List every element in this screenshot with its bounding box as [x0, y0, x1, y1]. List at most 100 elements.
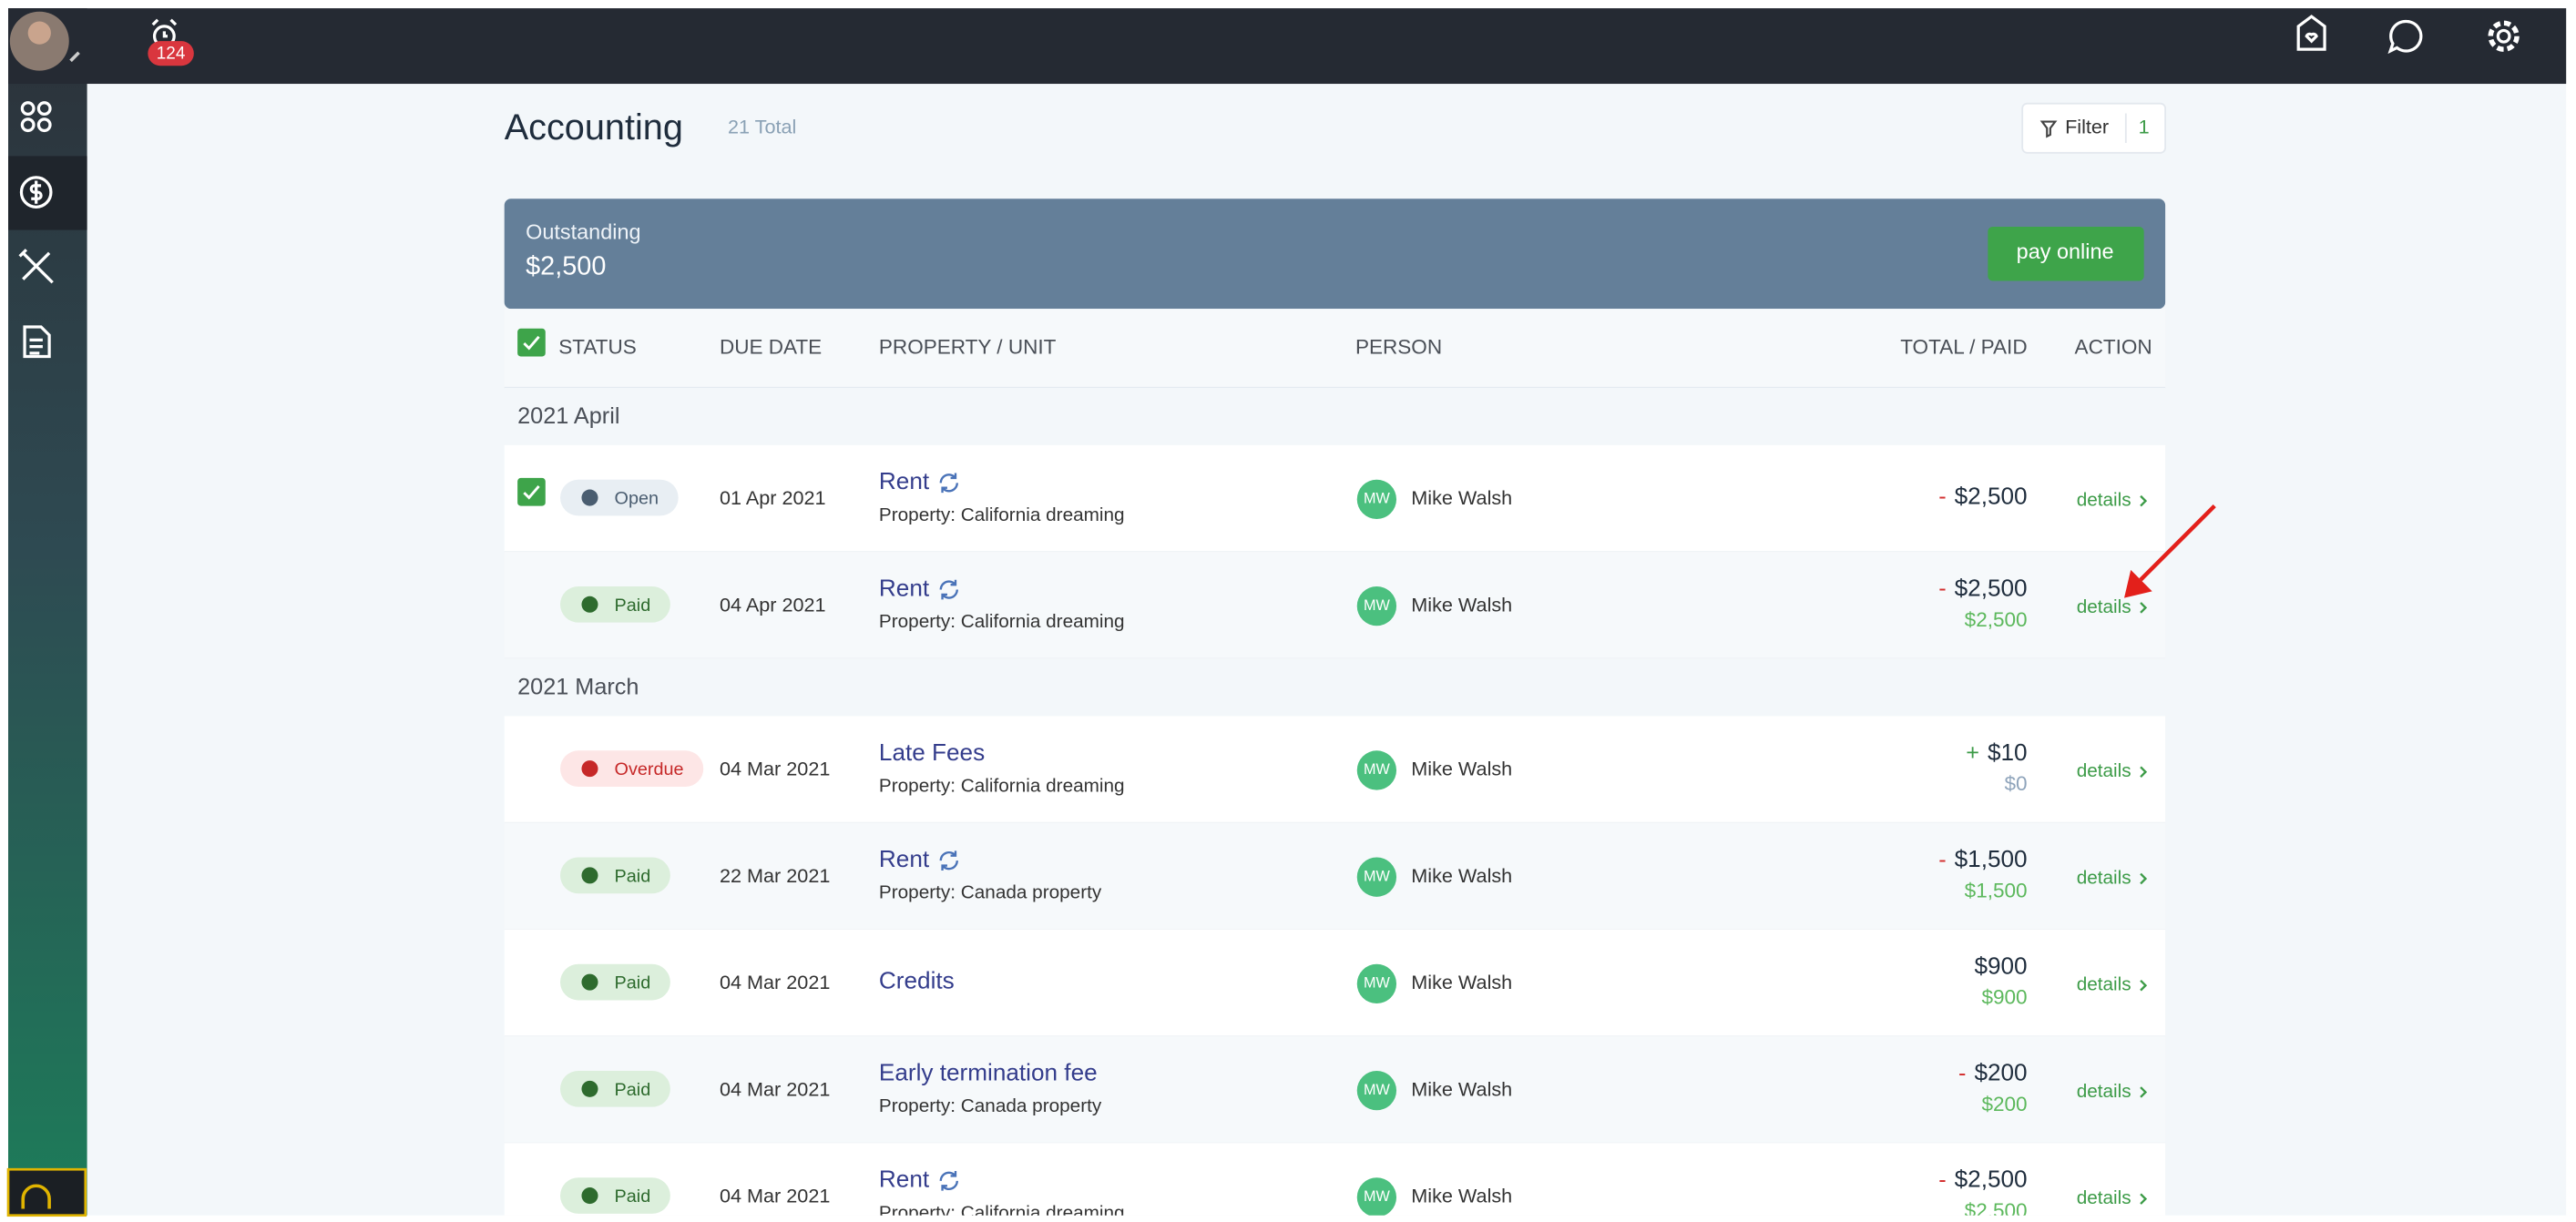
status-pill	[560, 857, 670, 894]
details-link[interactable]: details	[2077, 596, 2131, 617]
table-row[interactable]	[504, 1143, 2166, 1222]
table-row[interactable]	[504, 552, 2166, 659]
person-initials: MW	[1364, 491, 1391, 507]
status-icon	[581, 973, 598, 991]
group-header	[504, 658, 2166, 717]
status-label: Open	[615, 489, 659, 509]
table-row[interactable]	[504, 822, 2166, 930]
charge-title[interactable]: Early termination fee	[879, 1059, 1098, 1086]
charge-title[interactable]: Rent	[879, 574, 930, 601]
table-row[interactable]	[504, 716, 2166, 823]
amount-sign: -	[1938, 575, 1946, 601]
dashboard-icon[interactable]	[20, 101, 52, 133]
annotation-arrow	[2124, 504, 2216, 598]
charge-title[interactable]: Late Fees	[879, 738, 985, 766]
person-name: Mike Walsh	[1411, 864, 1512, 887]
badge-count: 124	[157, 45, 186, 64]
status-label: Paid	[615, 866, 651, 886]
person-name: Mike Walsh	[1411, 593, 1512, 616]
person-avatar	[1356, 586, 1397, 626]
status-pill	[560, 586, 670, 623]
checkbox[interactable]	[517, 477, 546, 506]
property: Property: California dreaming	[879, 504, 1125, 525]
due-date: 04 Mar 2021	[720, 971, 830, 993]
details-link[interactable]: details	[2077, 490, 2131, 511]
charge-title[interactable]: Rent	[879, 1166, 930, 1193]
details-link[interactable]: details	[2077, 867, 2131, 888]
due-date: 04 Apr 2021	[720, 593, 826, 616]
charge-title[interactable]: Rent	[879, 467, 930, 494]
charge-title[interactable]: Credits	[879, 967, 955, 994]
column-header: ACTION	[2075, 335, 2152, 358]
paid-amount: $1,500	[1965, 879, 2028, 901]
person-avatar	[1356, 857, 1397, 897]
documents-icon[interactable]	[23, 325, 51, 359]
page-title: Accounting	[505, 107, 683, 148]
filter-button[interactable]	[2021, 102, 2167, 154]
filter-count: 1	[2139, 115, 2150, 137]
person-initials: MW	[1364, 868, 1391, 884]
status-icon	[581, 760, 598, 778]
top-bar	[8, 8, 2567, 85]
details-link[interactable]: details	[2077, 760, 2131, 781]
filter-icon	[2039, 120, 2058, 138]
chevron	[2140, 1086, 2148, 1098]
chevron	[2140, 1193, 2148, 1205]
amount-sign: -	[1958, 1060, 1966, 1085]
checkbox[interactable]	[517, 328, 546, 357]
settings-gear	[2488, 20, 2520, 52]
chevron	[2140, 979, 2148, 992]
person-avatar	[1356, 963, 1397, 1004]
amount-sign: -	[1938, 1167, 1946, 1193]
group-label: 2021 April	[517, 403, 619, 429]
status-pill	[560, 479, 679, 516]
pay-online-button[interactable]	[1988, 226, 2144, 281]
details-link[interactable]: details	[2077, 974, 2131, 995]
column-header: TOTAL / PAID	[1900, 335, 2027, 358]
total-count: 21 Total	[728, 115, 796, 137]
due-date: 04 Mar 2021	[720, 758, 830, 780]
details-link[interactable]: details	[2077, 1187, 2131, 1208]
column-header: PROPERTY / UNIT	[879, 335, 1057, 358]
outstanding-amount: $2,500	[526, 252, 606, 281]
home-icon[interactable]	[2296, 15, 2326, 51]
property: Property: Canada property	[879, 882, 1102, 903]
recurring-icon	[939, 1171, 958, 1191]
person-name: Mike Walsh	[1411, 486, 1512, 509]
total-amount: $10	[1988, 738, 2028, 766]
property: Property: California dreaming	[879, 611, 1125, 632]
status-icon	[581, 489, 598, 506]
outstanding-label: Outstanding	[526, 219, 640, 243]
headset-icon	[21, 1184, 51, 1209]
status-icon	[581, 596, 598, 613]
group-label: 2021 March	[517, 674, 639, 699]
paid-amount: $2,500	[1965, 1199, 2028, 1222]
recurring-icon	[939, 579, 958, 600]
table-row[interactable]	[504, 444, 2166, 553]
maintenance-icon[interactable]	[18, 249, 54, 284]
settings-icon[interactable]	[2496, 28, 2511, 44]
details-link[interactable]: details	[2077, 1081, 2131, 1102]
column-header: STATUS	[558, 335, 637, 358]
person-initials: MW	[1364, 761, 1391, 778]
total-amount: $2,500	[1955, 1166, 2028, 1193]
status-pill	[560, 1177, 670, 1214]
person-avatar	[1356, 1071, 1397, 1111]
status-icon	[581, 867, 598, 884]
paid-amount: $200	[1981, 1093, 2027, 1115]
table-row[interactable]	[504, 929, 2166, 1037]
chevron	[2140, 602, 2148, 614]
charge-title[interactable]: Rent	[879, 845, 930, 872]
accounting-icon[interactable]	[19, 176, 53, 209]
status-label: Paid	[615, 1080, 651, 1100]
check-mark	[523, 484, 540, 500]
table-row[interactable]	[504, 1036, 2166, 1144]
chat-icon[interactable]	[2387, 19, 2423, 55]
total-amount: $2,500	[1955, 482, 2028, 509]
paid-amount: $0	[2005, 772, 2028, 795]
person-name: Mike Walsh	[1411, 1077, 1512, 1100]
status-icon	[581, 1187, 598, 1205]
badge	[148, 41, 194, 66]
